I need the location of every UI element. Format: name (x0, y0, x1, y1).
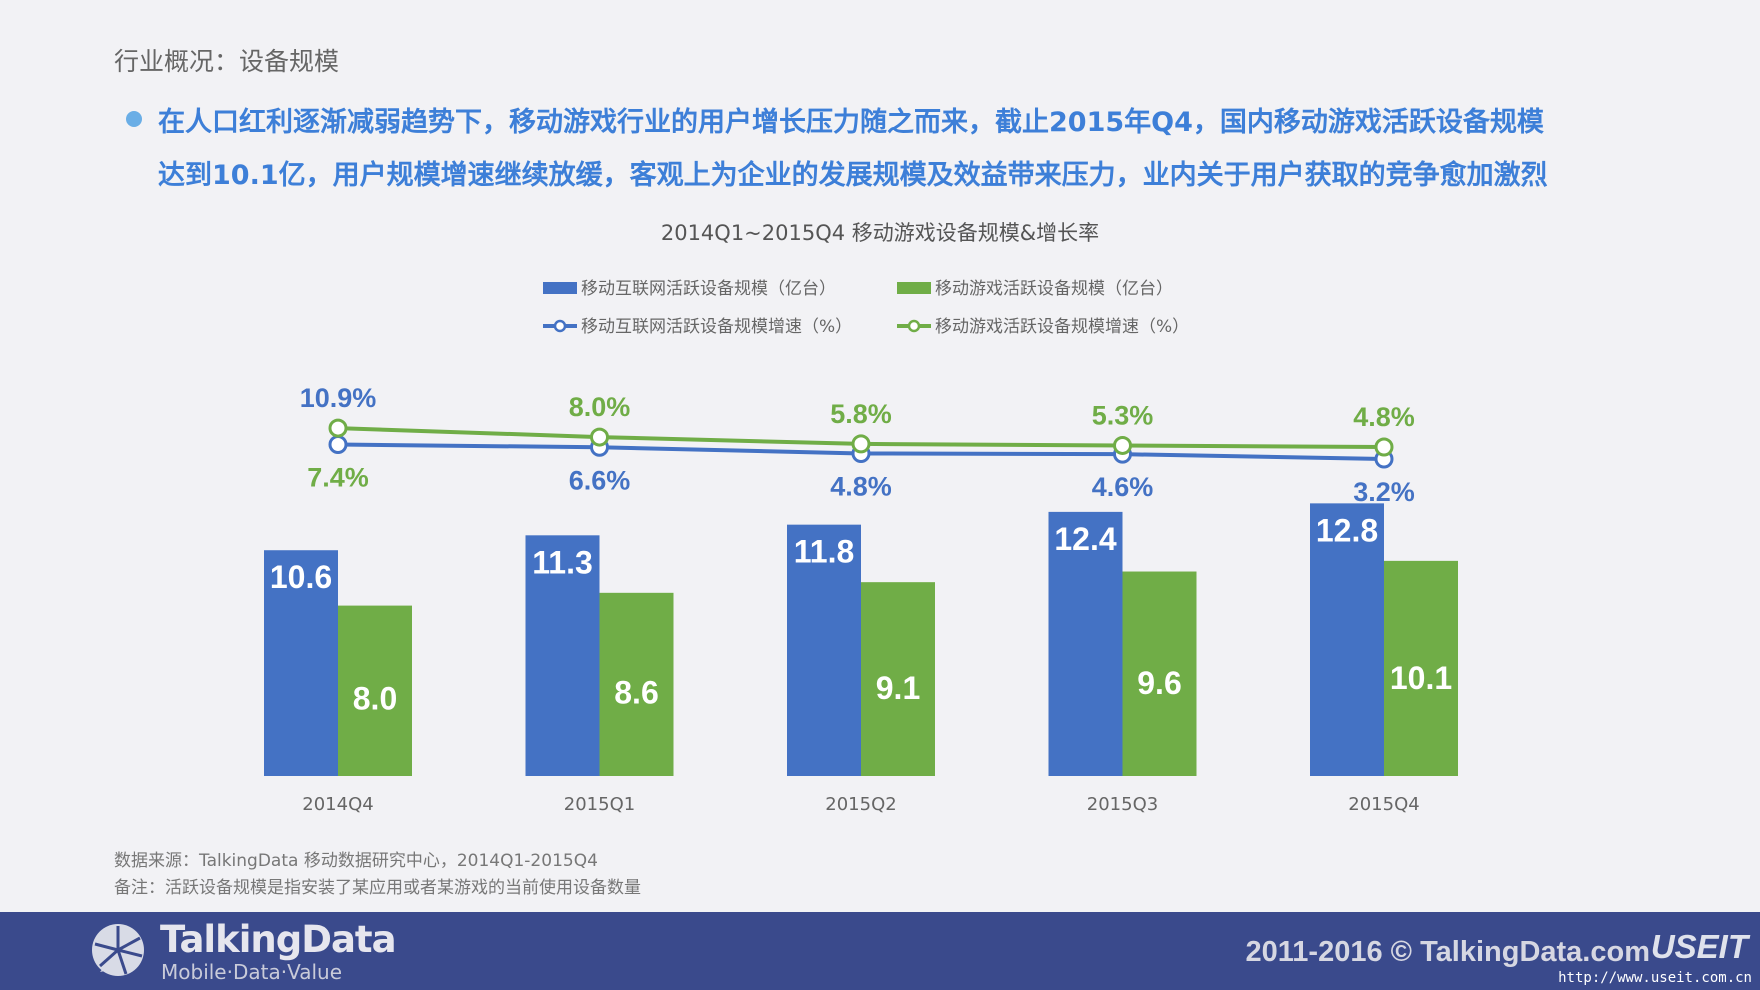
legend-item-2: 移动游戏活跃设备规模（亿台） (897, 279, 1173, 299)
headline-line-2: 达到10.1亿，用户规模增速继续放缓，客观上为企业的发展规模及效益带来压力，业内… (158, 160, 1548, 191)
bar-label: 9.1 (876, 670, 920, 706)
game-growth-point-2015q3 (1113, 435, 1132, 455)
bar-label: 12.8 (1316, 512, 1378, 548)
legend-label: 移动互联网活跃设备规模增速（%） (581, 317, 852, 337)
bar-label: 8.6 (614, 675, 658, 711)
legend-swatch (897, 282, 931, 294)
bar-game-2015q3 (1122, 571, 1197, 776)
bar-label: 8.0 (353, 680, 397, 716)
game-growth-point-2014q4 (328, 418, 348, 438)
bar-internet-2014q4 (264, 550, 338, 776)
legend-marker (907, 319, 921, 333)
bar-internet-2015q3 (1048, 511, 1123, 776)
brand-name: TalkingData (160, 918, 397, 961)
internet-growth-label: 6.6% (569, 465, 631, 495)
headline-line-1: 在人口红利逐渐减弱趋势下，移动游戏行业的用户增长压力随之而来，截止2015年Q4… (158, 107, 1544, 138)
legend-label: 移动互联网活跃设备规模（亿台） (581, 279, 836, 299)
game-growth-point-2015q4 (1374, 437, 1394, 457)
bar-game-2014q4 (338, 605, 412, 776)
legend-label: 移动游戏活跃设备规模（亿台） (935, 279, 1173, 299)
watermark: USEIT (1650, 928, 1748, 965)
bar-internet-2015q2 (787, 524, 861, 776)
x-tick-2014q4: 2014Q4 (302, 794, 373, 815)
internet-growth-label: 7.4% (307, 463, 369, 493)
copyright: 2011-2016 © TalkingData.com (1245, 936, 1650, 968)
brand-tagline: Mobile·Data·Value (161, 960, 342, 984)
talkingdata-logo-icon (92, 924, 144, 976)
game-growth-point-2015q2 (851, 434, 871, 454)
bar-internet-2015q4 (1310, 503, 1384, 776)
headline: 在人口红利逐渐减弱趋势下，移动游戏行业的用户增长压力随之而来，截止2015年Q4… (158, 96, 1678, 202)
game-growth-label: 5.8% (830, 399, 892, 429)
legend-swatch (543, 282, 577, 294)
legend-item-3: 移动互联网活跃设备规模增速（%） (543, 317, 852, 337)
game-growth-label: 10.9% (300, 383, 377, 413)
internet-growth-label: 3.2% (1353, 477, 1415, 507)
x-tick-2015q3: 2015Q3 (1087, 794, 1158, 815)
x-tick-2015q2: 2015Q2 (825, 794, 896, 815)
game-growth-point-2015q1 (590, 427, 609, 447)
game-growth-label: 4.8% (1353, 402, 1415, 432)
game-growth-label: 8.0% (569, 392, 631, 422)
remark-note: 备注：活跃设备规模是指安装了某应用或者某游戏的当前使用设备数量 (114, 878, 641, 898)
watermark-url: http://www.useit.com.cn (1558, 970, 1752, 986)
x-tick-2015q4: 2015Q4 (1348, 794, 1419, 815)
legend-item-4: 移动游戏活跃设备规模增速（%） (897, 317, 1189, 337)
legend-item-1: 移动互联网活跃设备规模（亿台） (543, 279, 836, 299)
internet-growth-label: 4.8% (830, 471, 892, 501)
legend-label: 移动游戏活跃设备规模增速（%） (935, 317, 1189, 337)
page-title: 行业概况：设备规模 (114, 47, 340, 76)
bar-label: 11.3 (532, 544, 593, 580)
bullet-icon (126, 111, 142, 127)
bar-label: 9.6 (1137, 665, 1181, 701)
chart-title: 2014Q1~2015Q4 移动游戏设备规模&增长率 (661, 221, 1099, 245)
bar-label: 12.4 (1054, 521, 1116, 557)
bar-game-2015q1 (599, 592, 674, 776)
game-growth-label: 5.3% (1092, 400, 1154, 430)
bar-game-2015q2 (861, 582, 935, 776)
bar-internet-2015q1 (525, 535, 600, 776)
bar-game-2015q4 (1384, 560, 1458, 776)
internet-growth-point-2014q4 (328, 435, 348, 455)
plot-area: 10.6 11.3 11.8 12.4 12.8 8.0 8.6 9.1 9.6 10.1 2014… (264, 383, 1458, 815)
internet-growth-label: 4.6% (1092, 472, 1154, 502)
legend-marker (553, 319, 567, 333)
x-tick-2015q1: 2015Q1 (564, 794, 635, 815)
notes: 数据来源：TalkingData 移动数据研究中心，2014Q1-2015Q4 … (114, 848, 641, 902)
bar-label: 10.6 (270, 559, 332, 595)
source-note: 数据来源：TalkingData 移动数据研究中心，2014Q1-2015Q4 (114, 851, 598, 871)
chart-legend: 移动互联网活跃设备规模（亿台） 移动游戏活跃设备规模（亿台） 移动互联网活跃设备规模… (543, 279, 1189, 337)
footer: TalkingData Mobile·Data·Value 2011-2016 … (0, 912, 1760, 990)
bar-label: 10.1 (1390, 660, 1452, 696)
device-scale-chart: 2014Q1~2015Q4 移动游戏设备规模&增长率 移动互联网活跃设备规模（亿… (264, 221, 1458, 815)
bar-label: 11.8 (794, 534, 855, 570)
